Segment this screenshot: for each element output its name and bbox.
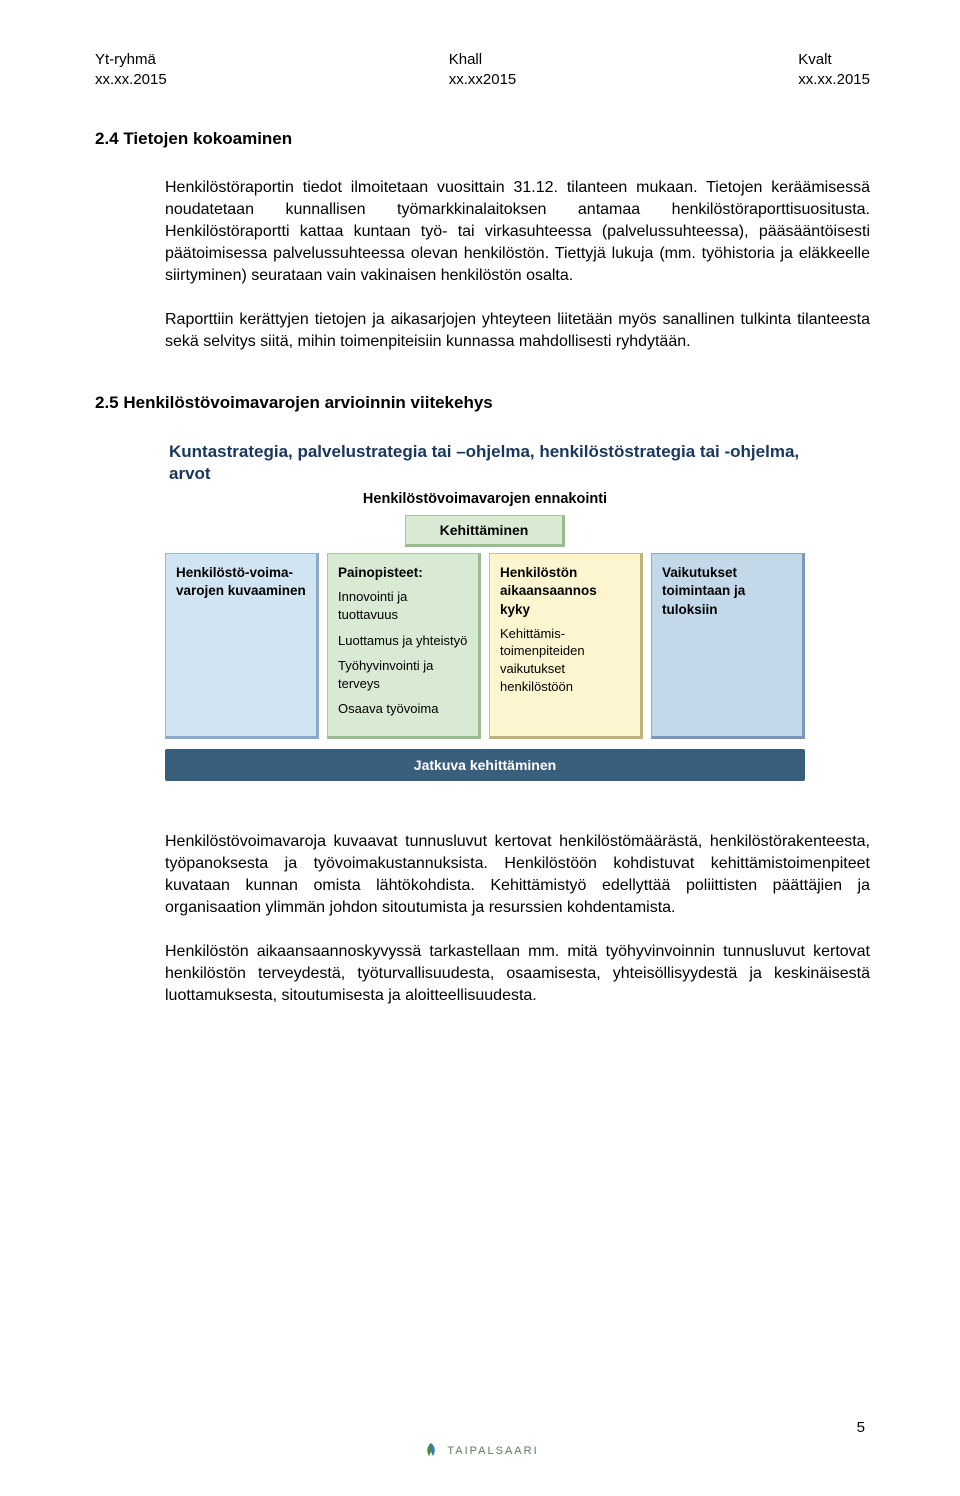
diagram-box-3: Henkilöstön aikaansaannos kyky Kehittämi… — [489, 553, 643, 739]
diagram-box-1-title: Henkilöstö-voima-varojen kuvaaminen — [176, 564, 306, 600]
diagram-box-3-sub: Kehittämis-toimenpiteiden vaikutukset he… — [500, 626, 585, 694]
diagram-kehittaminen-title: Kehittäminen — [405, 515, 565, 547]
diagram-top-title: Kuntastrategia, palvelustrategia tai –oh… — [165, 441, 805, 485]
diagram-box-2-item-0: Innovointi ja tuottavuus — [338, 588, 468, 623]
footer-logo: TAIPALSAARI — [421, 1441, 538, 1461]
diagram-box-2-item-1: Luottamus ja yhteistyö — [338, 632, 468, 650]
diagram-box-2-title: Painopisteet: — [338, 564, 468, 582]
diagram-box-4: Vaikutukset toimintaan ja tuloksiin — [651, 553, 805, 739]
diagram-boxes-row: Henkilöstö-voima-varojen kuvaaminen Pain… — [165, 553, 805, 739]
header-center-line1: Khall — [449, 50, 517, 70]
leaf-icon — [421, 1441, 441, 1461]
section-2-4-title: 2.4 Tietojen kokoaminen — [95, 129, 870, 149]
header-left-line1: Yt-ryhmä — [95, 50, 167, 70]
diagram-box-2: Painopisteet: Innovointi ja tuottavuus L… — [327, 553, 481, 739]
section-2-5-title: 2.5 Henkilöstövoimavarojen arvioinnin vi… — [95, 393, 870, 413]
header-right: Kvalt xx.xx.2015 — [798, 50, 870, 91]
header-left-line2: xx.xx.2015 — [95, 70, 167, 90]
footer: TAIPALSAARI — [0, 1441, 960, 1466]
diagram-bottom-bar: Jatkuva kehittäminen — [165, 749, 805, 781]
section-2-5-p1: Henkilöstövoimavaroja kuvaavat tunnusluv… — [165, 831, 870, 919]
diagram-box-2-item-3: Osaava työvoima — [338, 700, 468, 718]
section-2-5-p2: Henkilöstön aikaansaannoskyvyssä tarkast… — [165, 941, 870, 1007]
diagram-box-1: Henkilöstö-voima-varojen kuvaaminen — [165, 553, 319, 739]
header-right-line2: xx.xx.2015 — [798, 70, 870, 90]
header-left: Yt-ryhmä xx.xx.2015 — [95, 50, 167, 91]
header-right-line1: Kvalt — [798, 50, 870, 70]
header-center-line2: xx.xx2015 — [449, 70, 517, 90]
section-2-4-p2: Raporttiin kerättyjen tietojen ja aikasa… — [165, 309, 870, 353]
page-number: 5 — [857, 1419, 865, 1436]
section-2-4-p1: Henkilöstöraportin tiedot ilmoitetaan vu… — [165, 177, 870, 287]
diagram-box-2-item-2: Työhyvinvointi ja terveys — [338, 657, 468, 692]
diagram-subtitle: Henkilöstövoimavarojen ennakointi — [165, 491, 805, 507]
diagram-box-4-title: Vaikutukset toimintaan ja tuloksiin — [662, 564, 792, 619]
diagram-box-3-title: Henkilöstön aikaansaannos kyky — [500, 564, 630, 619]
header-center: Khall xx.xx2015 — [449, 50, 517, 91]
page-header: Yt-ryhmä xx.xx.2015 Khall xx.xx2015 Kval… — [95, 50, 870, 91]
footer-brand: TAIPALSAARI — [447, 1445, 538, 1457]
framework-diagram: Kuntastrategia, palvelustrategia tai –oh… — [165, 441, 805, 781]
